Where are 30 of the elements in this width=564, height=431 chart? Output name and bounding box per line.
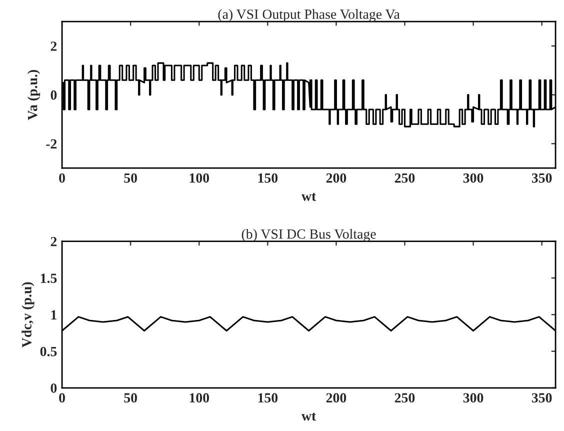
- y-tick-label: -2: [46, 139, 57, 148]
- x-tick-label: 50: [124, 173, 137, 183]
- x-tick-label: 300: [463, 393, 484, 403]
- x-axis-title: wt: [302, 412, 316, 421]
- y-tick-label: 2: [50, 236, 57, 246]
- y-tick-label: 2: [50, 42, 57, 51]
- x-tick-label: 0: [59, 173, 65, 183]
- x-tick-label: 300: [463, 173, 484, 183]
- x-tick-label: 350: [532, 173, 552, 183]
- x-tick-label: 0: [59, 393, 65, 403]
- x-tick-label: 200: [326, 393, 346, 403]
- x-tick-label: 50: [124, 393, 137, 403]
- y-tick-label: 0: [50, 383, 57, 393]
- x-tick-label: 150: [258, 393, 278, 403]
- y-axis-title: Va (p.u.): [27, 70, 40, 120]
- chart-title: (a) VSI Output Phase Voltage Va: [218, 9, 400, 22]
- y-tick-label: 1: [51, 310, 56, 320]
- x-tick-label: 250: [394, 173, 415, 183]
- x-tick-label: 100: [190, 173, 210, 183]
- x-axis-title: wt: [302, 192, 316, 201]
- y-tick-label: 0.5: [40, 346, 57, 356]
- x-tick-label: 200: [326, 173, 346, 183]
- y-tick-label: 1.5: [40, 274, 57, 284]
- x-tick-label: 100: [190, 393, 210, 403]
- y-axis-title: Vdc,v (p.u): [22, 282, 34, 348]
- chart-title: (b) VSI DC Bus Voltage: [242, 228, 376, 242]
- x-tick-label: 150: [258, 173, 278, 183]
- y-tick-label: 0: [50, 90, 57, 100]
- x-tick-label: 350: [532, 393, 552, 403]
- x-tick-label: 250: [394, 393, 415, 403]
